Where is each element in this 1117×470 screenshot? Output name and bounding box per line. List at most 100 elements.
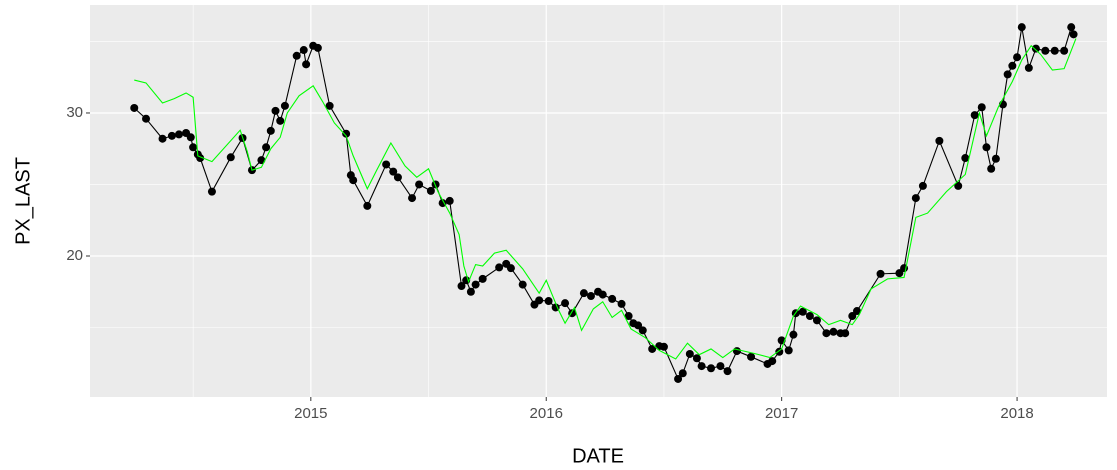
x-tick-label: 2017 — [765, 405, 798, 422]
data-point — [292, 51, 301, 60]
data-point — [142, 114, 151, 123]
data-point — [518, 280, 527, 289]
data-point — [784, 346, 793, 355]
data-point — [186, 133, 195, 142]
data-point — [471, 280, 480, 289]
data-point — [659, 342, 668, 351]
data-point — [1069, 30, 1078, 39]
data-point — [982, 143, 991, 152]
series-line — [134, 38, 1077, 360]
x-tick-label: 2016 — [530, 405, 563, 422]
data-point — [167, 131, 176, 140]
data-point — [579, 289, 588, 298]
data-point — [829, 327, 838, 336]
x-tick-label: 2018 — [1000, 405, 1033, 422]
data-point — [876, 269, 885, 278]
data-point — [732, 347, 741, 356]
data-point — [789, 330, 798, 339]
data-point — [685, 349, 694, 358]
data-point — [1013, 53, 1022, 62]
data-point — [438, 199, 447, 208]
data-point — [457, 282, 466, 291]
data-point — [961, 154, 970, 163]
data-point — [841, 329, 850, 338]
data-point — [551, 303, 560, 312]
x-axis-label: DATE — [572, 445, 624, 467]
data-point — [678, 369, 687, 378]
data-point — [918, 181, 927, 190]
data-point — [280, 101, 289, 110]
y-tick-label: 30 — [66, 104, 83, 121]
data-point — [130, 103, 139, 112]
data-point — [466, 287, 475, 296]
data-point — [325, 101, 334, 110]
y-axis-label: PX_LAST — [12, 157, 34, 245]
data-point — [1008, 61, 1017, 70]
data-point — [1003, 70, 1012, 79]
data-point — [561, 299, 570, 308]
data-point — [266, 126, 275, 135]
data-point — [768, 357, 777, 366]
data-point — [207, 187, 216, 196]
data-point — [342, 129, 351, 138]
data-point — [262, 143, 271, 152]
data-point — [313, 43, 322, 52]
data-point — [506, 264, 515, 273]
data-point — [1024, 63, 1033, 72]
plot-panel — [90, 5, 1107, 397]
data-point — [617, 299, 626, 308]
data-point — [991, 154, 1000, 163]
x-tick-label: 2015 — [294, 405, 327, 422]
data-point — [895, 269, 904, 278]
data-point — [535, 296, 544, 305]
data-point — [426, 186, 435, 195]
data-point — [987, 164, 996, 173]
data-point — [302, 60, 311, 69]
data-point — [634, 321, 643, 330]
data-point — [852, 307, 861, 316]
data-point — [624, 312, 633, 321]
data-point — [822, 329, 831, 338]
data-point — [707, 364, 716, 373]
data-point — [415, 180, 424, 189]
data-point — [363, 201, 372, 210]
data-point — [1060, 46, 1069, 55]
data-point — [1017, 23, 1026, 32]
data-point — [1031, 44, 1040, 53]
data-point — [716, 362, 725, 371]
data-point — [393, 173, 402, 182]
data-point — [174, 130, 183, 139]
series-line — [133, 25, 1075, 381]
data-point — [747, 352, 756, 361]
data-point — [977, 103, 986, 112]
data-point — [349, 176, 358, 185]
data-point — [226, 153, 235, 162]
data-point — [723, 367, 732, 376]
data-point — [970, 111, 979, 120]
data-point — [271, 106, 280, 115]
data-point — [598, 290, 607, 299]
data-point — [1067, 23, 1076, 32]
data-point — [389, 167, 398, 176]
data-point — [1050, 46, 1059, 55]
data-point — [408, 194, 417, 203]
data-point — [692, 354, 701, 363]
data-point — [674, 374, 683, 383]
data-point — [935, 136, 944, 145]
data-point — [911, 194, 920, 203]
data-point — [812, 316, 821, 325]
data-point — [798, 307, 807, 316]
data-point — [544, 297, 553, 306]
data-point — [1041, 46, 1050, 55]
data-point — [608, 294, 617, 303]
data-point — [586, 292, 595, 301]
data-point — [158, 134, 167, 143]
data-point — [638, 326, 647, 335]
y-tick-label: 20 — [66, 247, 83, 264]
data-point — [954, 181, 963, 190]
data-point — [848, 312, 857, 321]
data-point — [478, 274, 487, 283]
data-point — [495, 263, 504, 272]
data-point — [299, 46, 308, 55]
